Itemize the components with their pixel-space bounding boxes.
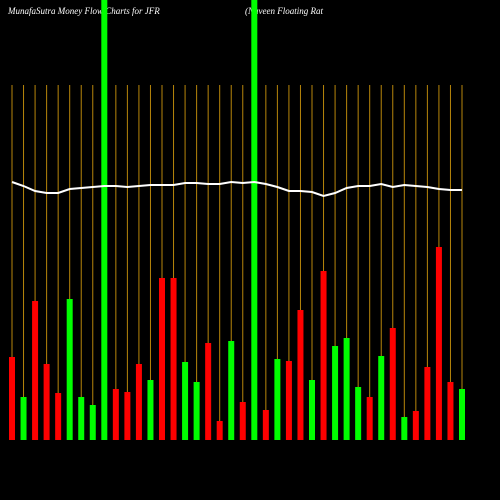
bar xyxy=(9,357,15,440)
bar xyxy=(78,397,85,440)
money-flow-line xyxy=(11,180,462,198)
bar xyxy=(378,356,385,440)
bar xyxy=(112,389,119,440)
bar xyxy=(124,392,131,440)
bar xyxy=(309,380,315,440)
bar xyxy=(262,410,269,440)
bar xyxy=(401,417,408,440)
bar xyxy=(435,247,442,440)
bar xyxy=(193,382,200,440)
bar xyxy=(89,405,96,440)
bar xyxy=(147,380,154,440)
bar xyxy=(32,301,39,440)
bar xyxy=(355,387,362,440)
bar xyxy=(447,382,454,440)
bar xyxy=(343,338,350,440)
bar xyxy=(366,397,373,440)
bar xyxy=(285,361,292,440)
chart-title: MunafaSutra Money Flow Charts for JFR xyxy=(7,6,160,16)
bar xyxy=(43,364,50,440)
bar xyxy=(205,343,212,440)
bar xyxy=(228,341,235,440)
bar xyxy=(424,367,431,440)
bar xyxy=(251,0,258,440)
bar xyxy=(170,278,177,440)
bar xyxy=(101,0,108,440)
bar xyxy=(297,310,304,440)
bar xyxy=(320,271,327,440)
bar xyxy=(239,402,246,440)
bar xyxy=(459,389,465,440)
bar xyxy=(55,393,62,440)
bar xyxy=(66,299,73,440)
bar xyxy=(20,397,27,440)
bar xyxy=(216,421,223,440)
bar xyxy=(332,346,339,440)
chart-subtitle: (Nuveen Floating Rat xyxy=(245,6,323,16)
bar xyxy=(159,278,165,440)
bar xyxy=(412,411,419,440)
bar xyxy=(389,328,396,440)
bar xyxy=(182,362,189,440)
bar xyxy=(135,364,142,440)
bar xyxy=(274,359,281,440)
